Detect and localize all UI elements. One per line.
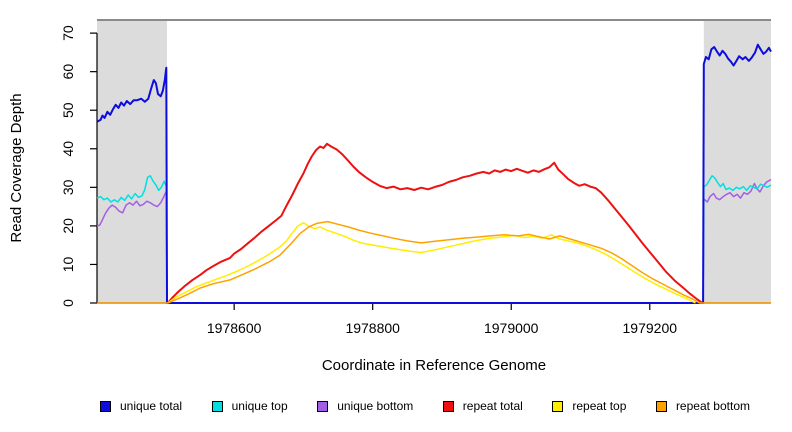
legend-label: unique bottom (337, 399, 414, 413)
legend-swatch-icon (552, 400, 564, 412)
y-tick-label: 0 (60, 299, 76, 307)
y-tick-label: 50 (60, 102, 76, 118)
x-tick-label: 1978800 (345, 320, 400, 336)
legend-item-unique-total: unique total (100, 399, 182, 413)
series-repeat-top (167, 222, 696, 304)
legend: unique total unique top unique bottom repea… (100, 399, 750, 413)
y-axis-title: Read Coverage Depth (8, 93, 25, 242)
coverage-plot: 1978600 1978800 1979000 1979200 0 10 20 30 40 50 6… (8, 19, 772, 374)
legend-swatch-icon (317, 400, 329, 412)
x-tick-label: 1978600 (207, 320, 262, 336)
legend-item-unique-bottom: unique bottom (317, 399, 413, 413)
y-tick-label: 40 (60, 141, 76, 157)
series-repeat-total (166, 142, 703, 304)
y-tick-label: 10 (60, 256, 76, 272)
series-unique-total (96, 43, 772, 304)
legend-item-unique-top: unique top (211, 399, 288, 413)
legend-swatch-icon (211, 400, 223, 412)
series-unique-top (96, 175, 772, 304)
plot-area: 1978600 1978800 1979000 1979200 0 10 20 30 40 50 6… (60, 19, 772, 336)
masked-region (703, 20, 771, 303)
y-tick-label: 70 (60, 25, 76, 41)
legend-swatch-icon (442, 400, 454, 412)
legend-label: repeat top (572, 399, 627, 413)
y-tick-label: 30 (60, 179, 76, 195)
y-tick-label: 60 (60, 64, 76, 80)
legend-swatch-icon (100, 400, 111, 412)
legend-label: repeat total (462, 399, 523, 413)
x-tick-label: 1979200 (623, 320, 678, 336)
legend-swatch-icon (655, 400, 667, 412)
y-tick-label: 20 (60, 218, 76, 234)
legend-item-repeat-total: repeat total (442, 399, 523, 413)
series-repeat-bottom (97, 220, 771, 304)
legend-label: unique total (120, 399, 183, 413)
x-axis-title: Coordinate in Reference Genome (322, 357, 546, 374)
masked-region (97, 20, 167, 303)
legend-item-repeat-top: repeat top (552, 399, 626, 413)
x-tick-label: 1979000 (484, 320, 539, 336)
legend-item-repeat-bottom: repeat bottom (655, 399, 750, 413)
legend-label: unique top (231, 399, 288, 413)
legend-label: repeat bottom (675, 399, 750, 413)
